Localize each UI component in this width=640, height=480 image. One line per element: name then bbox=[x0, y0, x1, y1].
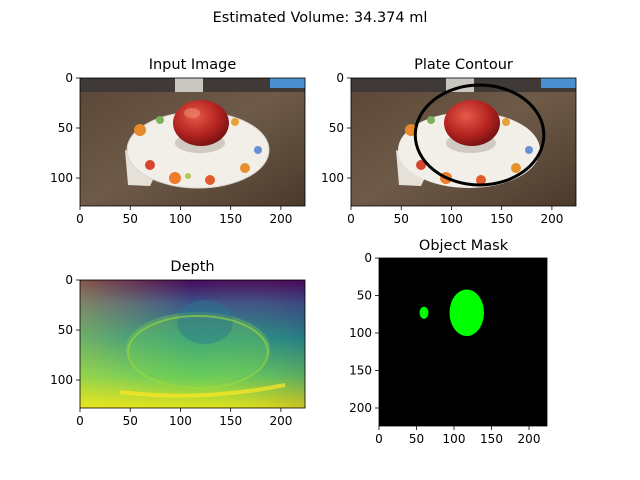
y-tick-label: 0 bbox=[364, 251, 372, 265]
axes-layer: 0 50 100 150 200 0 50 100 0 50 100 150 200 0 50 100 0 50 1… bbox=[50, 71, 563, 446]
axes-3: 0 50 100 150 200 0 50 100 bbox=[50, 273, 292, 428]
x-tick-label: 150 bbox=[490, 212, 513, 226]
x-tick-label: 150 bbox=[480, 432, 503, 446]
axes-1: 0 50 100 150 200 0 50 100 bbox=[50, 71, 292, 226]
x-tick-label: 50 bbox=[394, 212, 409, 226]
mask-blob-1 bbox=[449, 289, 484, 336]
y-tick-label: 150 bbox=[349, 364, 372, 378]
x-tick-label: 0 bbox=[76, 414, 84, 428]
x-tick-label: 100 bbox=[169, 414, 192, 428]
panel-plate-contour: Plate Contour bbox=[350, 57, 577, 207]
x-tick-label: 100 bbox=[440, 212, 463, 226]
x-tick-label: 100 bbox=[443, 432, 466, 446]
x-tick-label: 50 bbox=[123, 212, 138, 226]
y-tick-label: 50 bbox=[58, 121, 73, 135]
panel-title: Plate Contour bbox=[414, 57, 513, 73]
x-tick-label: 200 bbox=[540, 212, 563, 226]
y-tick-label: 0 bbox=[65, 273, 73, 287]
x-tick-label: 50 bbox=[123, 414, 138, 428]
y-tick-label: 50 bbox=[329, 121, 344, 135]
y-tick-label: 100 bbox=[50, 171, 73, 185]
suptitle: Estimated Volume: 34.374 ml bbox=[213, 10, 428, 26]
y-tick-label: 100 bbox=[349, 326, 372, 340]
y-tick-label: 100 bbox=[50, 373, 73, 387]
panel-title: Depth bbox=[170, 259, 214, 275]
panel-depth: Depth bbox=[79, 259, 306, 409]
x-tick-label: 100 bbox=[169, 212, 192, 226]
mask-background bbox=[379, 258, 547, 426]
x-tick-label: 200 bbox=[269, 414, 292, 428]
x-tick-label: 0 bbox=[76, 212, 84, 226]
depth-heatmap bbox=[80, 280, 305, 408]
x-tick-label: 0 bbox=[375, 432, 383, 446]
y-tick-label: 50 bbox=[357, 289, 372, 303]
y-tick-label: 0 bbox=[65, 71, 73, 85]
y-tick-label: 50 bbox=[58, 323, 73, 337]
panel-title: Object Mask bbox=[419, 238, 509, 254]
axes-4: 0 50 100 150 200 0 50 100 150 200 bbox=[349, 251, 540, 446]
axes-2: 0 50 100 150 200 0 50 100 bbox=[321, 71, 563, 226]
panel-object-mask: Object Mask bbox=[378, 238, 548, 427]
x-tick-label: 200 bbox=[518, 432, 541, 446]
mask-blob-2 bbox=[419, 306, 429, 319]
y-tick-label: 0 bbox=[336, 71, 344, 85]
y-tick-label: 100 bbox=[321, 171, 344, 185]
contour-photo bbox=[351, 78, 576, 206]
mask-blobs bbox=[419, 289, 484, 336]
input-photo bbox=[80, 78, 305, 206]
plate-contour-ellipse bbox=[413, 83, 546, 187]
x-tick-label: 150 bbox=[219, 414, 242, 428]
x-tick-label: 50 bbox=[409, 432, 424, 446]
panel-title: Input Image bbox=[149, 57, 237, 73]
panel-input-image: Input Image bbox=[79, 57, 306, 207]
y-tick-label: 200 bbox=[349, 401, 372, 415]
x-tick-label: 0 bbox=[347, 212, 355, 226]
x-tick-label: 150 bbox=[219, 212, 242, 226]
x-tick-label: 200 bbox=[269, 212, 292, 226]
